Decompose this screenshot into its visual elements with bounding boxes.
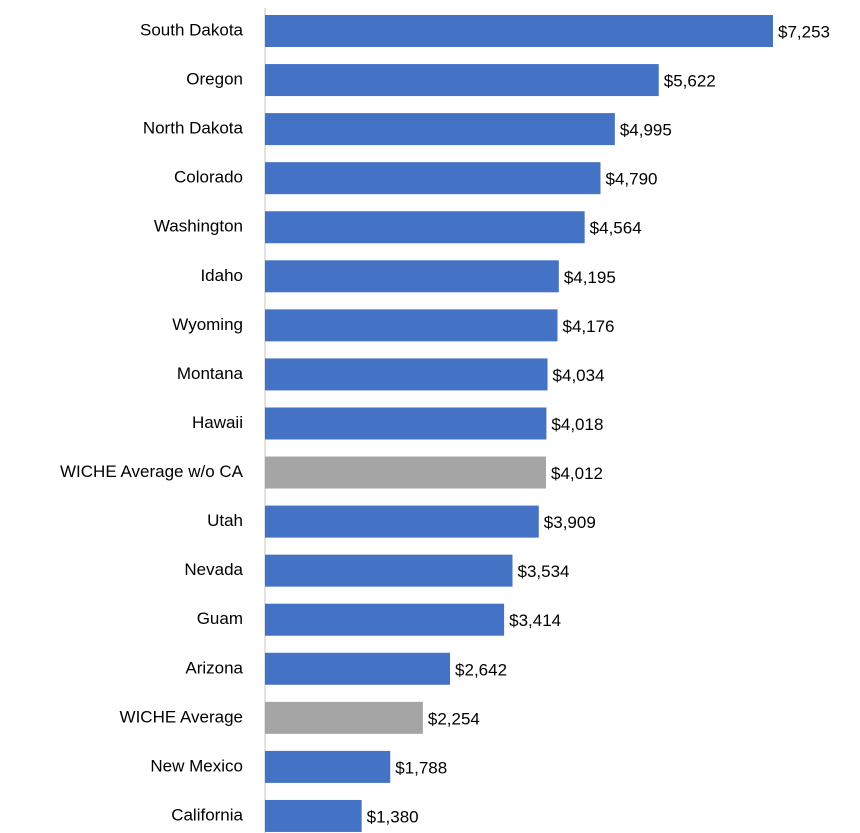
value-label: $4,995: [620, 121, 672, 140]
bar: [265, 15, 773, 47]
bar: [265, 260, 559, 293]
value-label: $4,034: [553, 366, 605, 385]
bar: [265, 64, 659, 97]
bar: [265, 162, 601, 195]
category-label: Guam: [197, 609, 243, 628]
value-label: $4,195: [564, 268, 616, 287]
value-label: $2,254: [428, 709, 480, 728]
bar: [265, 554, 513, 587]
category-label: Colorado: [174, 168, 243, 187]
value-label: $3,414: [509, 611, 561, 630]
value-label: $7,253: [778, 22, 830, 41]
value-label: $3,909: [544, 513, 596, 532]
bar: [265, 358, 548, 391]
category-label: California: [171, 805, 243, 824]
category-label: New Mexico: [150, 756, 243, 775]
bar: [265, 211, 585, 244]
bar: [265, 799, 362, 832]
value-label: $4,790: [605, 170, 657, 189]
category-label: South Dakota: [140, 20, 244, 39]
category-label: WICHE Average: [120, 707, 243, 726]
value-label: $1,788: [395, 758, 447, 777]
value-label: $3,534: [518, 562, 570, 581]
bar: [265, 750, 391, 783]
category-label: Oregon: [186, 70, 243, 89]
category-label: Washington: [154, 217, 243, 236]
value-label: $4,176: [562, 317, 614, 336]
bar: [265, 407, 547, 440]
category-label: Nevada: [184, 560, 243, 579]
value-label: $5,622: [664, 72, 716, 91]
value-label: $4,564: [590, 219, 642, 238]
value-label: $1,380: [367, 807, 419, 826]
bar: [265, 456, 547, 489]
bar: [265, 603, 505, 636]
category-label: Arizona: [185, 658, 243, 677]
category-label: WICHE Average w/o CA: [60, 462, 244, 481]
bar: [265, 309, 558, 342]
bar: [265, 505, 539, 538]
category-label: North Dakota: [143, 119, 244, 138]
value-label: $4,012: [551, 464, 603, 483]
category-label: Wyoming: [172, 315, 243, 334]
category-label: Utah: [207, 511, 243, 530]
bar: [265, 652, 451, 685]
category-label: Idaho: [200, 266, 243, 285]
value-label: $4,018: [551, 415, 603, 434]
category-label: Hawaii: [192, 413, 243, 432]
category-label: Montana: [177, 364, 244, 383]
value-label: $2,642: [455, 660, 507, 679]
bar: [265, 701, 423, 734]
bar: [265, 113, 615, 146]
